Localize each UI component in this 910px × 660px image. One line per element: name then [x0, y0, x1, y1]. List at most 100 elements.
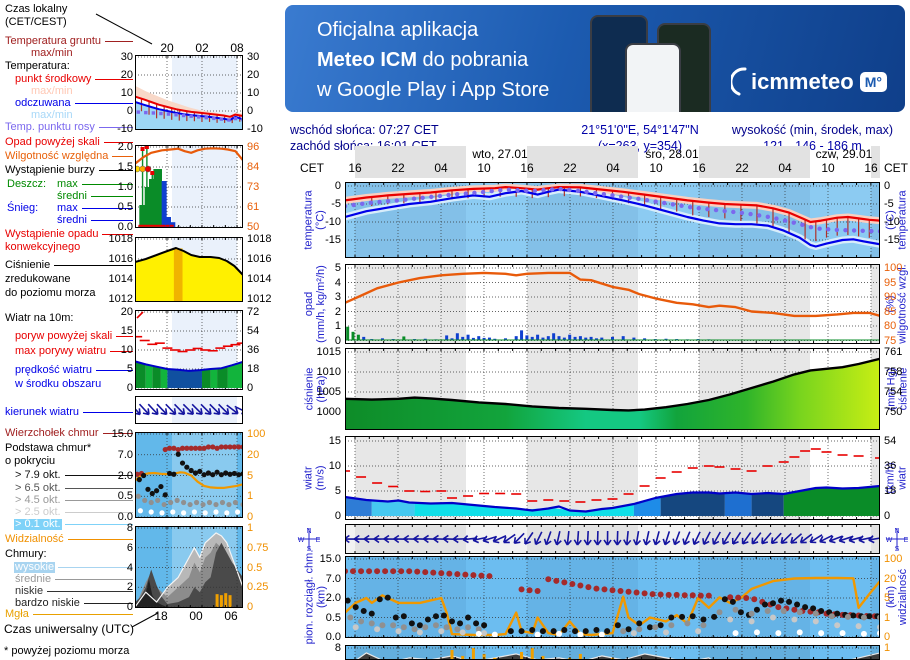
undefined: 1005 [316, 386, 341, 398]
banner-appname: Meteo ICM [317, 49, 417, 71]
undefined: 0 [247, 382, 254, 394]
undefined: 0.0 [117, 221, 133, 233]
legend-label--4-5-okt-: > 4.5 okt. [14, 495, 133, 506]
undefined: 20 [247, 69, 260, 81]
undefined: 0 [247, 105, 254, 117]
legend-label-chmury-: Chmury: [5, 548, 47, 560]
undefined: 5 [247, 469, 254, 482]
legend-label-śnieg-: Śnieg: [7, 202, 39, 214]
hour-label: 22 [735, 161, 749, 175]
undefined: 73 [247, 181, 260, 193]
hour-label: 16 [864, 161, 878, 175]
phone-mockup-3 [625, 43, 681, 112]
undefined: 36 [884, 460, 897, 472]
legend-label-średnie: średnie [14, 574, 133, 585]
chart-opad-wilgotnosc [345, 264, 880, 344]
chart-cisnienie [345, 348, 880, 430]
mini-hour-top: 08 [230, 41, 244, 55]
svg-text:N: N [306, 528, 311, 535]
undefined: 18 [884, 485, 897, 497]
legend-label-deszcz-: Deszcz: [7, 178, 47, 190]
undefined: 1 [247, 490, 254, 503]
undefined: 1014 [247, 273, 272, 285]
undefined: 0 [126, 382, 133, 394]
legend-label-max: max [56, 179, 133, 190]
legend-label--6-5-okt-: > 6.5 okt. [14, 483, 133, 494]
undefined: 5 [334, 262, 341, 274]
legend-label-niskie: niskie [14, 586, 133, 597]
undefined: 100 [884, 262, 903, 274]
legend-label--cet-cest-: (CET/CEST) [5, 16, 67, 28]
undefined: 0 [126, 601, 133, 613]
legend-label-czas-lokalny: Czas lokalny [5, 3, 68, 15]
mini-chart-temperatura [135, 55, 243, 130]
legend-label-max: max [56, 203, 133, 214]
legend-label-bardzo-niskie: bardzo niskie [14, 598, 133, 609]
legend-label-wierzchołek-chmur: Wierzchołek chmur [4, 428, 133, 439]
undefined: 75 [884, 334, 897, 347]
undefined: 0 [247, 601, 254, 613]
undefined: 15 [328, 435, 341, 447]
sunrise-label: wschód słońca: 07:27 CET [290, 123, 439, 137]
hour-label: 04 [778, 161, 792, 175]
banner-line2: Meteo ICM do pobrania [317, 49, 528, 72]
undefined: 90 [884, 291, 897, 303]
legend-label-temperatura-: Temperatura: [5, 60, 70, 72]
mini-chart-chmury-widzialnosc [135, 432, 243, 518]
undefined: 96 [247, 141, 260, 153]
mini-chart-wiatr [135, 310, 243, 390]
undefined: 50 [247, 221, 260, 233]
coordinates: 21°51'0"E, 54°1'47"N [581, 123, 699, 137]
legend-label-temperatura-gruntu: Temperatura gruntu [4, 36, 133, 47]
undefined: 1010 [316, 366, 341, 378]
undefined: 1012 [247, 293, 272, 305]
undefined: 0.75 [247, 541, 269, 554]
icmmeteo-logo[interactable]: icmmeteo M° [731, 67, 887, 97]
undefined: 1 [884, 642, 891, 654]
undefined: 72 [247, 306, 260, 318]
undefined: 36 [247, 344, 260, 356]
undefined: 1 [884, 611, 891, 624]
mini-hour-bottom: 06 [224, 609, 238, 623]
svg-text:E: E [316, 537, 321, 544]
undefined: 4 [334, 276, 341, 289]
undefined: 7.0 [325, 572, 341, 585]
undefined: 15.0 [319, 553, 341, 565]
legend-label-max-min: max/min [31, 109, 73, 121]
legend-label-odczuwana: odczuwana [14, 98, 133, 109]
undefined: 761 [884, 346, 903, 358]
legend-label-wysokie: wysokie [14, 562, 133, 573]
hour-label: 16 [348, 161, 362, 175]
svg-text:W: W [298, 537, 305, 544]
cet-label-right: CET [884, 161, 908, 175]
svg-text:S: S [307, 546, 312, 552]
undefined: 100 [884, 553, 903, 565]
undefined: 1 [334, 320, 341, 332]
undefined: 6 [126, 541, 133, 554]
undefined: 1015 [316, 346, 341, 358]
undefined: 18 [247, 363, 260, 375]
undefined: -5 [331, 198, 341, 210]
chart-zachmurzenie-partial [345, 645, 880, 660]
app-promo-banner[interactable]: Oficjalna aplikacja Meteo ICM do pobrani… [285, 5, 905, 112]
undefined: 2 [334, 305, 341, 318]
compass-rose-icon: N SW E [298, 528, 321, 552]
undefined: -15 [325, 234, 341, 246]
svg-text:S: S [895, 546, 900, 552]
legend-label-ciśnienie: Ciśnienie [4, 260, 133, 271]
undefined: 0 [126, 105, 133, 117]
undefined: 84 [247, 161, 260, 173]
undefined: 758 [884, 366, 903, 378]
legend-label-średni: średni [56, 191, 133, 202]
legend-label-konwekcyjnego: konwekcyjnego [5, 241, 81, 253]
legend-label--7-9-okt-: > 7.9 okt. [14, 470, 133, 481]
undefined: 2 [126, 581, 133, 594]
banner-line3: w Google Play i App Store [317, 79, 550, 101]
undefined: 20 [120, 306, 133, 318]
undefined: 54 [247, 325, 260, 337]
mini-hour-bottom: 00 [189, 609, 203, 623]
svg-text:W: W [886, 537, 893, 544]
undefined: 0 [884, 510, 891, 522]
undefined: 80 [884, 320, 897, 332]
legend-label-prędkość-wiatru: prędkość wiatru [14, 365, 133, 376]
